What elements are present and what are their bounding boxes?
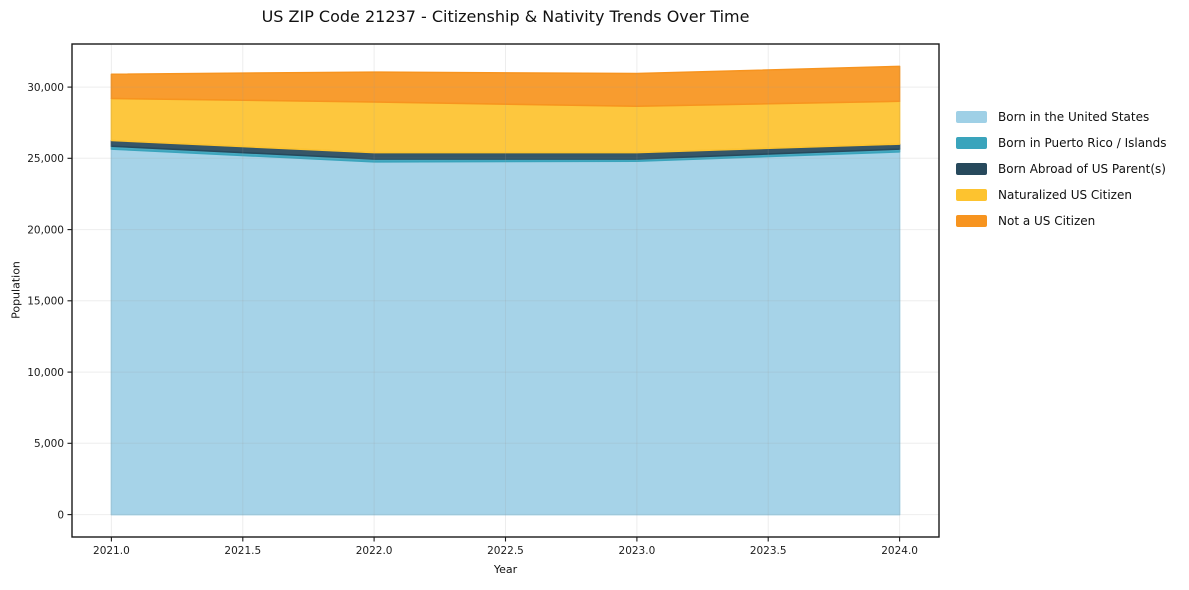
x-tick-label: 2023.5: [750, 545, 787, 557]
area-not-a-us-citizen: [110, 65, 901, 108]
y-tick-label: 0: [57, 509, 64, 521]
legend-label: Not a US Citizen: [998, 214, 1096, 228]
y-tick-label: 10,000: [27, 367, 64, 379]
legend-swatch-born-abroad-of-us-parent-s: [956, 163, 987, 175]
legend-item-naturalized-us-citizen: Naturalized US Citizen: [956, 182, 1167, 208]
x-tick-label: 2021.5: [224, 545, 261, 557]
legend-item-born-abroad-of-us-parent-s: Born Abroad of US Parent(s): [956, 156, 1167, 182]
x-axis-label: Year: [493, 563, 518, 576]
x-tick-label: 2023.0: [619, 545, 656, 557]
x-tick-label: 2021.0: [93, 545, 130, 557]
legend-swatch-born-in-the-united-states: [956, 111, 987, 123]
legend-swatch-not-a-us-citizen: [956, 215, 987, 227]
y-tick-label: 20,000: [27, 224, 64, 236]
x-tick-label: 2024.0: [881, 545, 918, 557]
x-tick-label: 2022.0: [356, 545, 393, 557]
legend-label: Born in Puerto Rico / Islands: [998, 136, 1167, 150]
legend: Born in the United States Born in Puerto …: [956, 104, 1167, 234]
legend-item-born-in-puerto-rico-islands: Born in Puerto Rico / Islands: [956, 130, 1167, 156]
y-tick-label: 15,000: [27, 296, 64, 308]
x-tick-label: 2022.5: [487, 545, 524, 557]
legend-swatch-naturalized-us-citizen: [956, 189, 987, 201]
y-tick-label: 25,000: [27, 153, 64, 165]
legend-label: Born in the United States: [998, 110, 1150, 124]
legend-swatch-born-in-puerto-rico-islands: [956, 137, 987, 149]
legend-label: Born Abroad of US Parent(s): [998, 162, 1166, 176]
y-tick-label: 5,000: [34, 438, 64, 450]
legend-item-not-a-us-citizen: Not a US Citizen: [956, 208, 1167, 234]
chart-title: US ZIP Code 21237 - Citizenship & Nativi…: [261, 7, 750, 26]
legend-item-born-in-the-united-states: Born in the United States: [956, 104, 1167, 130]
legend-label: Naturalized US Citizen: [998, 188, 1132, 202]
y-tick-label: 30,000: [27, 82, 64, 94]
